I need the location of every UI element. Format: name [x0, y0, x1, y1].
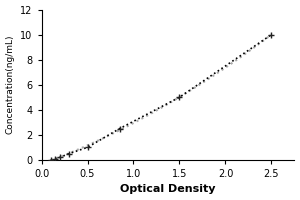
Point	[58, 156, 62, 159]
Point	[85, 146, 90, 149]
Point	[53, 157, 58, 160]
Point	[177, 96, 182, 99]
Point	[269, 33, 274, 36]
Point	[48, 158, 53, 161]
Point	[117, 127, 122, 130]
Point	[67, 152, 71, 155]
Y-axis label: Concentration(ng/mL): Concentration(ng/mL)	[6, 35, 15, 134]
X-axis label: Optical Density: Optical Density	[120, 184, 216, 194]
